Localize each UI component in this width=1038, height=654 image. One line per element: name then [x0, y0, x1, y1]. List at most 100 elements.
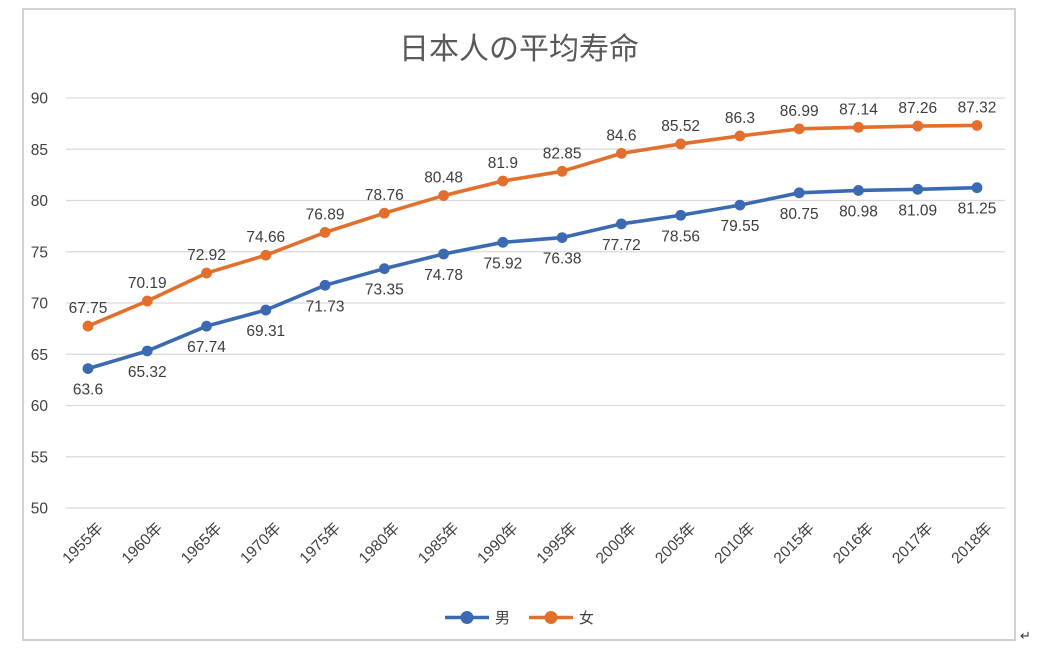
x-tick-label: 2018年 [948, 519, 996, 567]
data-label: 72.92 [187, 247, 226, 264]
data-point [971, 182, 983, 194]
data-point [378, 263, 390, 275]
data-label: 80.75 [780, 206, 819, 223]
x-tick-label: 1985年 [414, 519, 462, 567]
y-tick-label: 55 [31, 449, 48, 466]
legend: 男 女 [0, 607, 1038, 628]
data-label: 85.52 [661, 118, 700, 135]
data-label: 70.19 [128, 275, 167, 292]
data-point [912, 183, 924, 195]
x-tick-label: 2016年 [829, 519, 877, 567]
series-line-男 [86, 185, 979, 371]
data-point [734, 130, 746, 142]
data-point [141, 295, 153, 307]
y-tick-label: 90 [31, 91, 49, 108]
chart-title: 日本人の平均寿命 [399, 33, 639, 66]
data-point [971, 120, 983, 131]
data-label: 67.74 [187, 339, 226, 356]
data-point [793, 187, 805, 199]
data-label: 69.31 [246, 323, 285, 340]
x-tick-label: 1975年 [296, 519, 344, 567]
data-label: 78.76 [365, 187, 404, 204]
series-line-女 [86, 123, 979, 328]
legend-item-male[interactable]: 男 [444, 607, 510, 628]
data-point [853, 185, 864, 196]
y-tick-label: 60 [31, 398, 49, 415]
legend-label-female: 女 [579, 610, 595, 627]
data-label: 81.25 [958, 201, 997, 218]
data-point [141, 345, 153, 357]
data-label: 81.9 [488, 155, 518, 172]
data-point [556, 165, 568, 177]
x-tick-label: 2005年 [651, 519, 699, 567]
x-tick-label: 1995年 [533, 519, 581, 567]
data-point [675, 209, 687, 221]
data-point [438, 248, 449, 260]
chart-frame[interactable] [22, 8, 1016, 641]
data-point [438, 190, 449, 201]
data-point [556, 232, 568, 244]
data-label: 74.66 [246, 229, 285, 246]
data-label: 63.6 [73, 382, 103, 399]
data-label: 87.32 [958, 99, 997, 116]
y-tick-label: 75 [31, 244, 48, 261]
data-point [82, 363, 94, 374]
y-tick-label: 65 [31, 347, 48, 364]
data-point [378, 207, 390, 219]
data-point [793, 123, 805, 135]
data-label: 76.89 [306, 206, 345, 223]
data-label: 67.75 [69, 300, 108, 317]
x-tick-label: 2010年 [711, 519, 759, 567]
data-label: 73.35 [365, 282, 404, 299]
data-point [853, 121, 864, 133]
data-point [616, 147, 627, 159]
y-tick-label: 80 [31, 193, 49, 210]
x-tick-label: 1990年 [474, 519, 522, 567]
x-tick-label: 2000年 [592, 519, 640, 567]
data-point [734, 199, 746, 211]
x-tick-label: 1955年 [59, 519, 107, 567]
paragraph-mark: ↵ [1020, 628, 1031, 643]
data-point [201, 320, 212, 332]
y-tick-label: 50 [31, 501, 49, 518]
data-label: 80.48 [424, 170, 463, 187]
data-point [260, 249, 272, 261]
data-label: 87.14 [839, 101, 878, 118]
legend-marker-male-icon [444, 611, 489, 624]
x-tick-label: 2015年 [770, 519, 818, 567]
legend-item-female[interactable]: 女 [528, 607, 594, 628]
legend-label-male: 男 [494, 610, 510, 627]
x-tick-label: 1965年 [177, 519, 225, 567]
data-point [260, 304, 272, 316]
data-label: 86.3 [725, 110, 755, 127]
data-label: 87.26 [898, 100, 937, 117]
data-point [82, 320, 94, 332]
data-label: 75.92 [483, 255, 522, 272]
data-label: 71.73 [306, 298, 345, 315]
y-tick-label: 85 [31, 142, 48, 159]
data-point [675, 138, 687, 150]
data-label: 86.99 [780, 103, 819, 120]
data-point [319, 279, 331, 291]
data-label: 79.55 [721, 218, 760, 235]
data-label: 76.38 [543, 251, 582, 268]
data-label: 84.6 [606, 127, 636, 144]
data-label: 78.56 [661, 228, 700, 245]
legend-marker-female-icon [529, 611, 573, 624]
data-point [912, 120, 924, 132]
data-label: 81.09 [898, 202, 937, 219]
data-point [497, 175, 509, 187]
data-label: 74.78 [424, 267, 463, 284]
x-tick-label: 1980年 [355, 519, 403, 567]
data-label: 82.85 [543, 145, 582, 162]
data-point [201, 267, 212, 279]
y-tick-label: 70 [31, 296, 49, 313]
data-point [497, 236, 509, 248]
data-label: 65.32 [128, 364, 167, 381]
data-point [319, 226, 331, 238]
data-point [616, 218, 627, 230]
data-label: 80.98 [839, 203, 878, 220]
x-tick-label: 1970年 [237, 519, 285, 567]
